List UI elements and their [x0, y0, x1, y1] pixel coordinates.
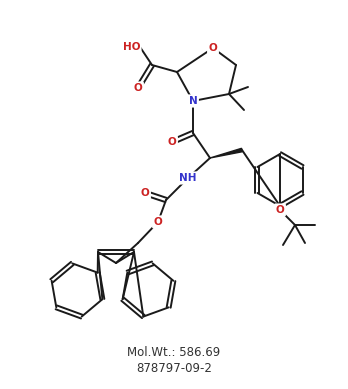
- Text: O: O: [153, 217, 163, 227]
- Text: NH: NH: [179, 173, 197, 183]
- Text: O: O: [168, 137, 176, 147]
- Polygon shape: [210, 148, 243, 158]
- Text: O: O: [134, 83, 142, 93]
- Text: 878797-09-2: 878797-09-2: [136, 361, 212, 375]
- Text: O: O: [276, 205, 284, 215]
- Text: HO: HO: [122, 42, 140, 52]
- Text: Mol.Wt.: 586.69: Mol.Wt.: 586.69: [127, 345, 221, 359]
- Text: O: O: [208, 43, 218, 53]
- Text: N: N: [189, 96, 197, 106]
- Text: O: O: [141, 188, 149, 198]
